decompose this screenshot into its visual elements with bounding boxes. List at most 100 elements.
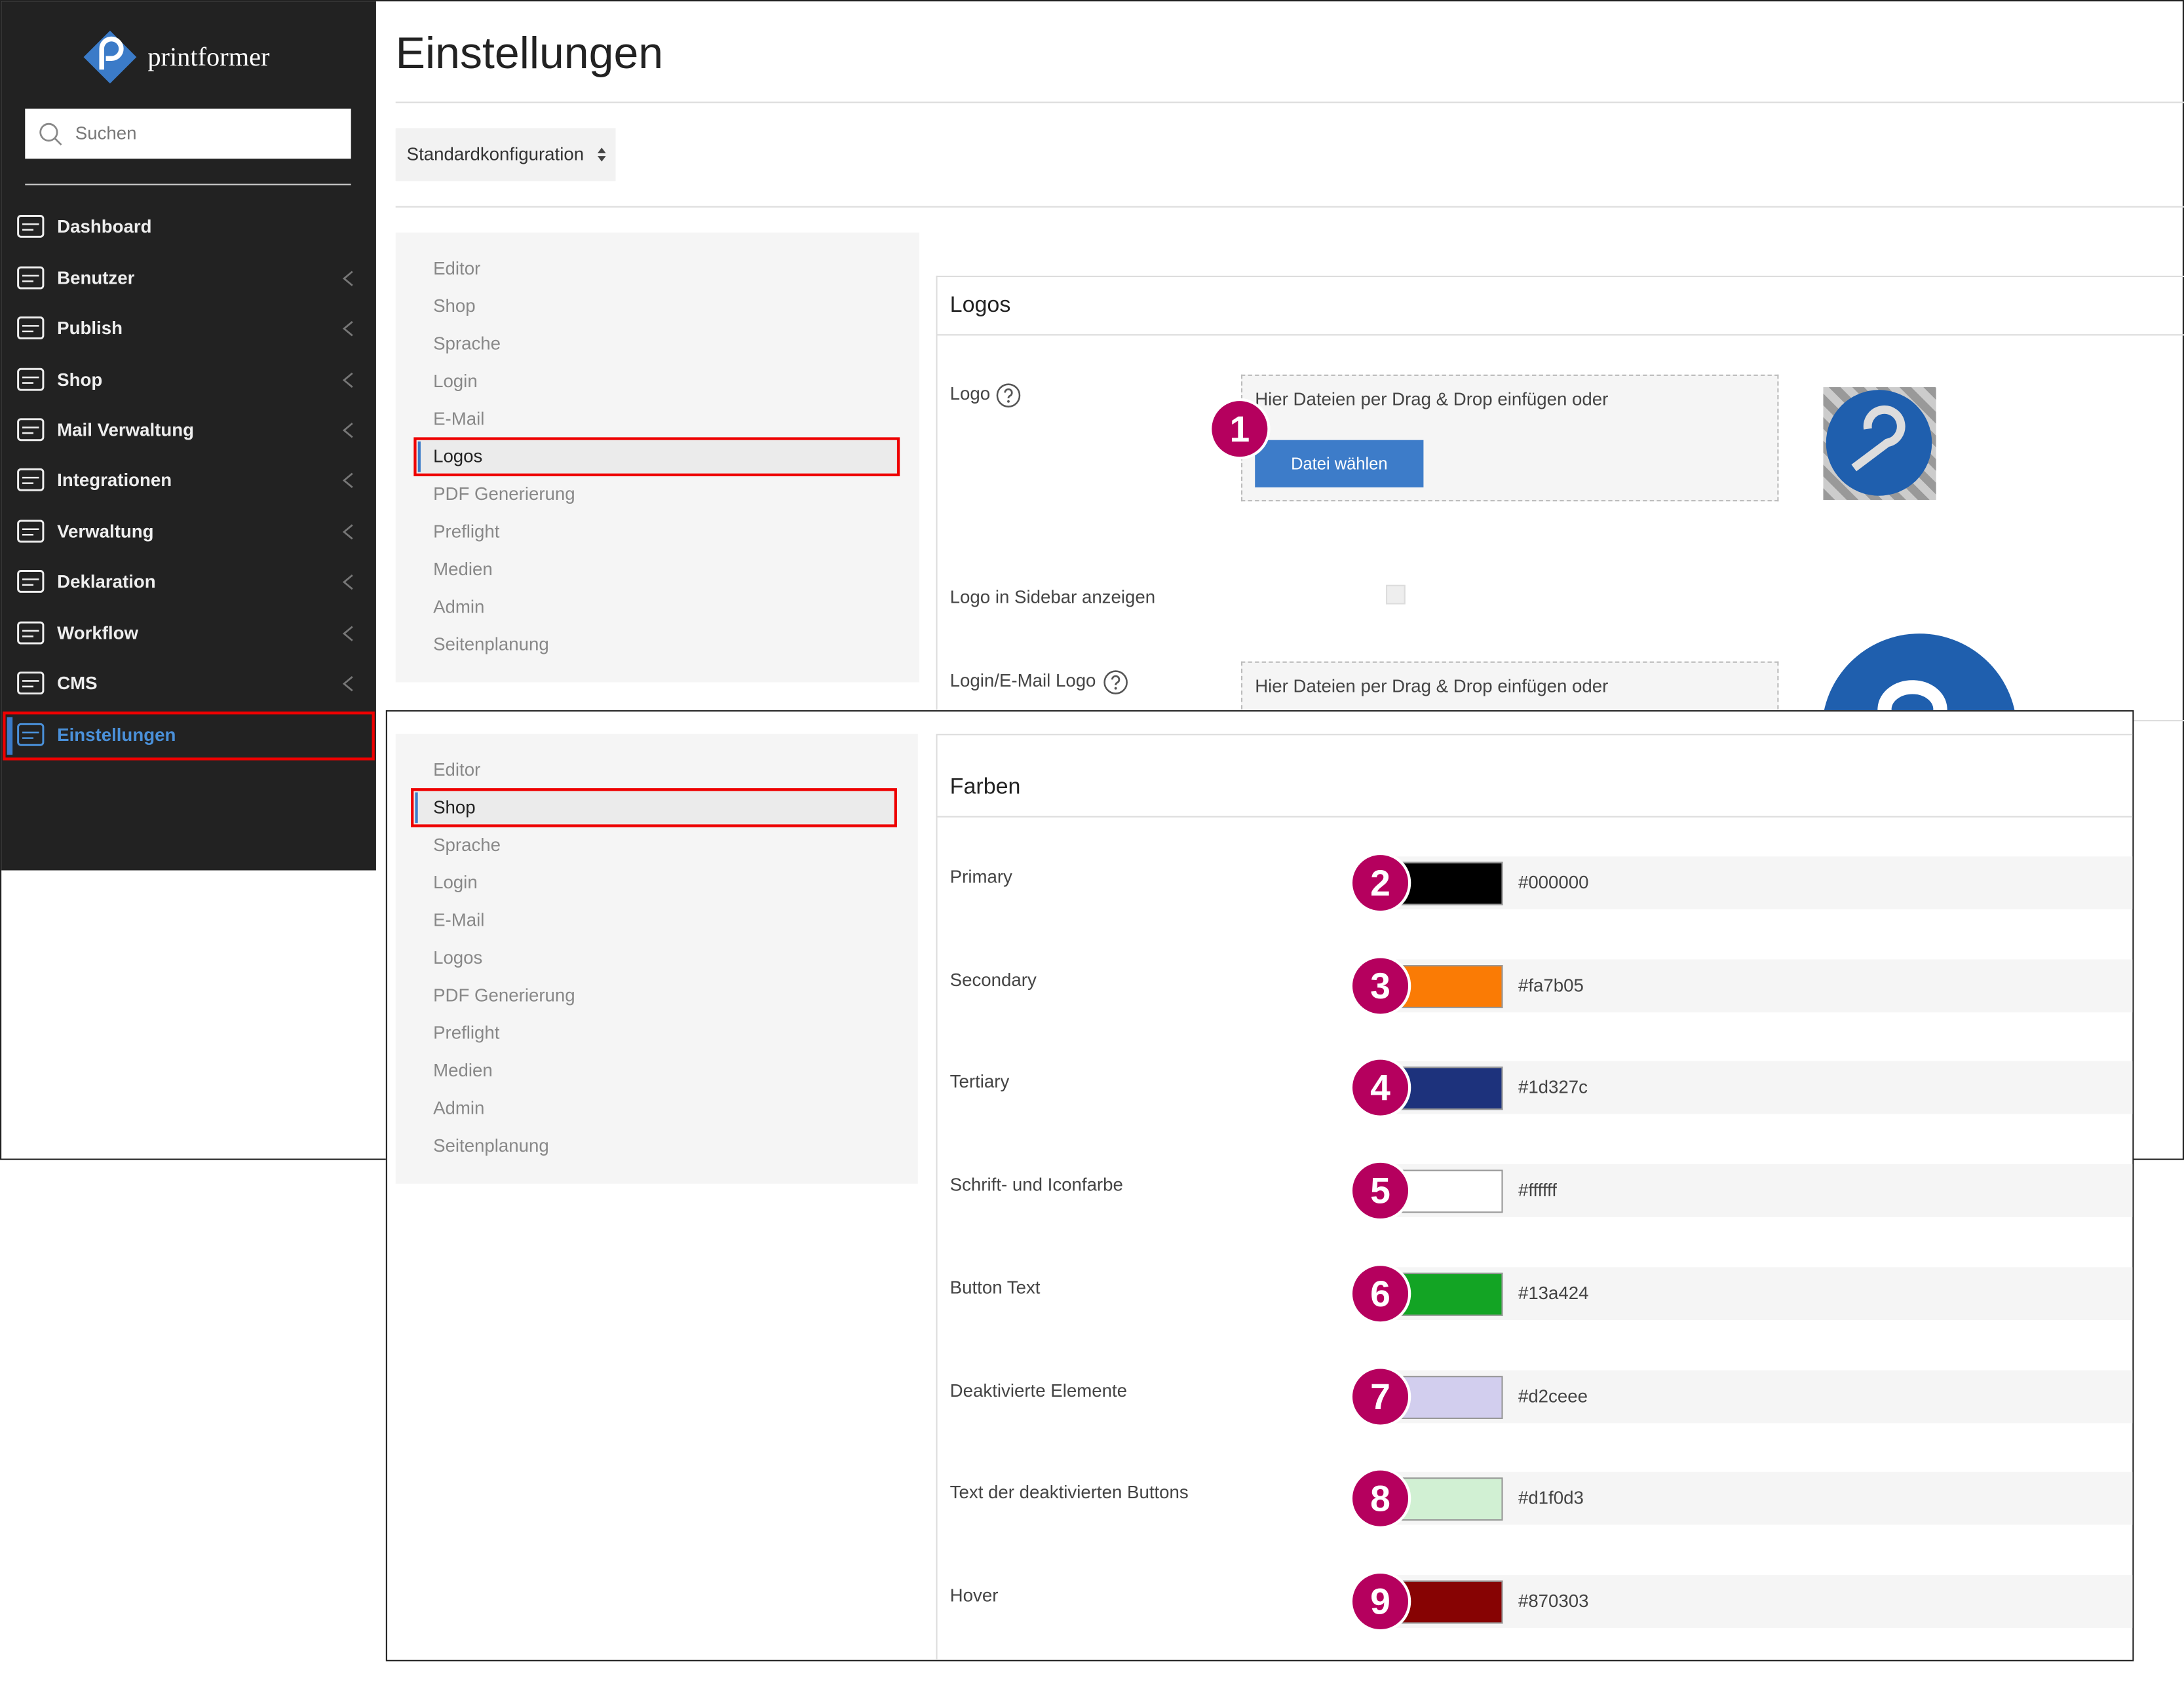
menu-item[interactable]: Benutzer	[57, 267, 135, 289]
dropzone-text: Hier Dateien per Drag & Drop einfügen od…	[1255, 675, 1609, 696]
search-icon	[39, 123, 62, 146]
section-title: Logos	[949, 293, 1011, 318]
color-swatch[interactable]	[1400, 1375, 1503, 1418]
menu-chevron	[342, 626, 353, 641]
callout	[1349, 1467, 1411, 1530]
nav-item[interactable]: Sprache	[433, 333, 501, 354]
menu-item[interactable]: Deklaration	[57, 571, 156, 592]
config-select-label: Standardkonfiguration	[406, 143, 584, 164]
color-row-bg	[1392, 1266, 2133, 1320]
search-placeholder: Suchen	[75, 123, 137, 143]
divider	[395, 206, 2184, 208]
nav-item[interactable]: Medien	[433, 1059, 493, 1081]
nav-item[interactable]: Logos	[433, 445, 483, 467]
callout	[1349, 1570, 1411, 1633]
nav-item[interactable]: Admin	[433, 596, 485, 617]
color-label: Primary	[949, 866, 1012, 888]
color-label: Secondary	[949, 968, 1037, 990]
color-value: #ffffff	[1518, 1179, 1557, 1201]
menu-icon	[17, 570, 45, 593]
menu-chevron	[342, 372, 353, 388]
color-swatch[interactable]	[1400, 1272, 1503, 1316]
nav-item[interactable]: Login	[433, 370, 478, 392]
menu-item[interactable]: CMS	[57, 672, 98, 694]
callout	[1209, 398, 1271, 460]
color-swatch[interactable]	[1400, 964, 1503, 1008]
menu-chevron	[342, 675, 353, 692]
search-box[interactable]	[25, 108, 351, 159]
color-label: Hover	[949, 1584, 999, 1606]
color-row-bg	[1392, 958, 2133, 1012]
color-swatch[interactable]	[1400, 1169, 1503, 1213]
dropzone-text: Hier Dateien per Drag & Drop einfügen od…	[1255, 388, 1609, 409]
callout	[1349, 852, 1411, 914]
menu-item[interactable]: Mail Verwaltung	[57, 419, 194, 440]
color-swatch[interactable]	[1400, 861, 1503, 905]
callout-number: 6	[1370, 1272, 1390, 1315]
farben-panel	[936, 734, 2133, 1660]
active-bar	[7, 717, 13, 755]
brand-logo	[83, 30, 137, 84]
color-label: Schrift- und Iconfarbe	[949, 1174, 1123, 1195]
menu-icon	[17, 266, 45, 290]
field-label: Logo in Sidebar anzeigen	[949, 586, 1156, 607]
callout-number: 3	[1370, 964, 1390, 1007]
color-row-bg	[1392, 856, 2133, 910]
menu-item[interactable]: Integrationen	[57, 469, 172, 491]
color-swatch[interactable]	[1400, 1067, 1503, 1110]
nav-item[interactable]: Login	[433, 871, 478, 893]
field-label: Login/E-Mail Logo	[949, 670, 1096, 691]
callout-number: 8	[1370, 1477, 1390, 1520]
brand-name: printformer	[147, 43, 270, 73]
menu-item[interactable]: Einstellungen	[57, 724, 176, 746]
nav-item[interactable]: Sprache	[433, 834, 501, 856]
menu-item[interactable]: Dashboard	[57, 216, 152, 237]
nav-item[interactable]: Shop	[433, 796, 476, 818]
color-value: #000000	[1518, 871, 1589, 893]
callout	[1349, 1057, 1411, 1119]
nav-item[interactable]: Admin	[433, 1097, 485, 1118]
file-button-label[interactable]: Datei wählen	[1291, 453, 1388, 474]
divider	[936, 816, 2133, 818]
nav-item[interactable]: Preflight	[433, 1022, 500, 1044]
nav-item[interactable]: Seitenplanung	[433, 634, 549, 655]
menu-chevron	[342, 524, 353, 540]
field-label: Logo	[949, 383, 991, 404]
callout-number: 7	[1370, 1375, 1390, 1417]
menu-item[interactable]: Shop	[57, 369, 103, 390]
nav-item[interactable]: Shop	[433, 295, 476, 316]
menu-chevron	[342, 320, 353, 337]
menu-item[interactable]: Publish	[57, 317, 123, 339]
divider	[936, 334, 2184, 336]
color-swatch[interactable]	[1400, 1477, 1503, 1521]
nav-item[interactable]: PDF Generierung	[433, 984, 575, 1006]
color-row-bg	[1392, 1369, 2133, 1423]
file-button[interactable]	[1255, 440, 1424, 487]
color-value: #13a424	[1518, 1282, 1589, 1304]
nav-item[interactable]: Editor	[433, 257, 481, 279]
color-row-bg	[1392, 1574, 2133, 1628]
menu-icon	[17, 723, 45, 746]
nav-item[interactable]: Preflight	[433, 520, 500, 542]
menu-item[interactable]: Workflow	[57, 622, 139, 644]
callout	[1349, 1365, 1411, 1427]
nav-item[interactable]: Seitenplanung	[433, 1135, 549, 1156]
active-highlight	[3, 711, 375, 761]
nav-item[interactable]: Logos	[433, 947, 483, 968]
menu-icon	[17, 316, 45, 340]
nav-item[interactable]: Editor	[433, 759, 481, 780]
nav-item[interactable]: E-Mail	[433, 407, 485, 429]
callout	[1349, 1262, 1411, 1325]
nav-item[interactable]: PDF Generierung	[433, 483, 575, 504]
nav-selected-bar	[415, 792, 418, 823]
nav-selected	[413, 437, 900, 476]
nav-item[interactable]: Medien	[433, 558, 493, 580]
nav-item[interactable]: E-Mail	[433, 909, 485, 930]
menu-icon	[17, 418, 45, 442]
select-arrows	[597, 147, 606, 162]
menu-item[interactable]: Verwaltung	[57, 520, 154, 542]
checkbox[interactable]	[1386, 584, 1406, 605]
color-swatch[interactable]	[1400, 1580, 1503, 1624]
menu-chevron	[342, 472, 353, 489]
config-select[interactable]	[395, 128, 616, 181]
